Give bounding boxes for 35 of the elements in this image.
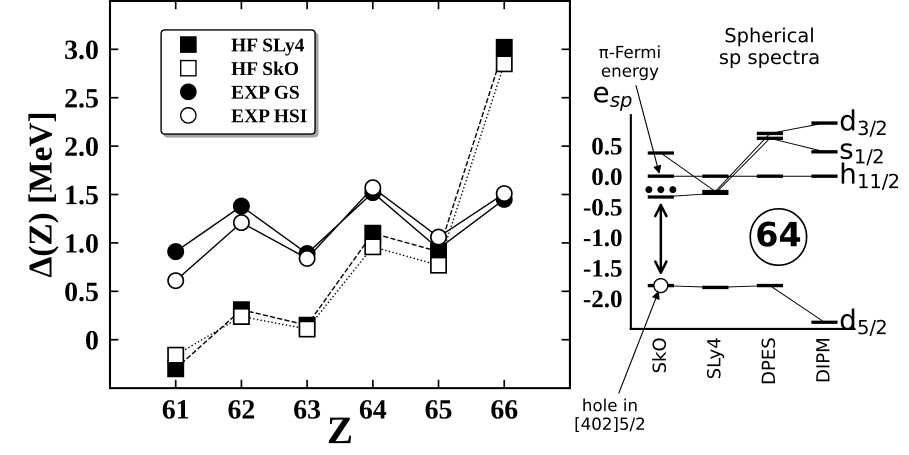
legend-label: EXP GS bbox=[231, 86, 299, 99]
x-tick-label: SkO bbox=[652, 338, 666, 372]
y-tick-label: 0.0 bbox=[592, 168, 622, 186]
chart-title: Spherical sp spectra bbox=[720, 27, 818, 68]
legend-label: HF SkO bbox=[231, 62, 298, 76]
y-tick-label: 0.5 bbox=[592, 138, 622, 155]
x-axis-title: Z bbox=[328, 418, 351, 444]
x-tick-label: 63 bbox=[294, 400, 320, 419]
y-tick-label: 2.5 bbox=[65, 88, 98, 108]
y-tick-label: 1.5 bbox=[66, 186, 98, 205]
legend-label: d$_{3/2}$ bbox=[840, 109, 886, 137]
y-tick-label: 0 bbox=[86, 330, 98, 350]
y-tick-label: 1.0 bbox=[66, 234, 98, 253]
x-tick-label: DIPM bbox=[816, 339, 830, 382]
annotation: hole in [402]5/2 bbox=[576, 398, 644, 432]
legend-label: EXP HSI bbox=[231, 109, 307, 122]
x-tick-label: 62 bbox=[228, 400, 254, 419]
legend-label: HF SLy4 bbox=[231, 38, 304, 56]
y-axis-title: Δ(Z) [MeV] bbox=[28, 114, 59, 278]
y-tick-label: 3.0 bbox=[65, 40, 98, 60]
y-axis-title: e$_{sp}$ bbox=[594, 86, 632, 111]
x-tick-label: 61 bbox=[162, 400, 188, 419]
y-tick-label: -0.5 bbox=[584, 198, 622, 216]
x-tick-label: 66 bbox=[491, 400, 518, 419]
x-tick-label: DPES bbox=[762, 338, 776, 384]
x-tick-label: SLy4 bbox=[706, 338, 724, 378]
x-tick-label: 64 bbox=[360, 400, 386, 419]
annotation: 64 bbox=[757, 222, 800, 247]
y-tick-label: 0.5 bbox=[65, 282, 98, 302]
annotation: π-Fermi energy bbox=[599, 45, 660, 80]
y-tick-label: -1.5 bbox=[584, 260, 622, 277]
y-tick-label: -2.0 bbox=[584, 290, 622, 308]
x-tick-label: 65 bbox=[426, 400, 452, 419]
y-tick-label: 2.0 bbox=[65, 137, 98, 156]
y-tick-label: -1.0 bbox=[584, 229, 622, 246]
